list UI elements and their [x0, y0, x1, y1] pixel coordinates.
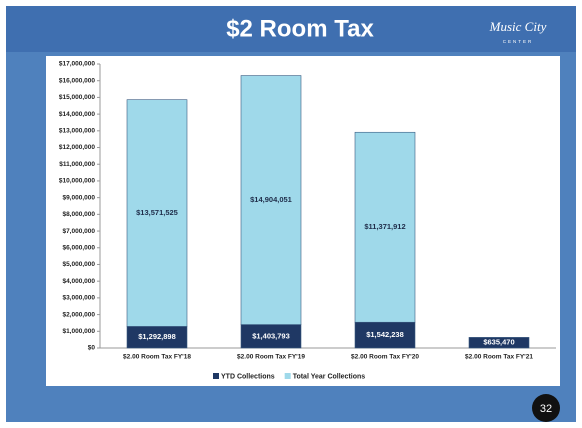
- chart-area: [46, 56, 560, 386]
- page-number: 32: [540, 403, 552, 415]
- y-tick-label: $1,000,000: [62, 328, 95, 335]
- y-tick-label: $5,000,000: [62, 261, 95, 268]
- legend-label: Total Year Collections: [293, 373, 366, 380]
- x-tick-label: $2.00 Room Tax FY'21: [465, 354, 533, 361]
- y-tick-label: $3,000,000: [62, 295, 95, 302]
- bar-segment: [240, 75, 302, 325]
- y-tick-label: $15,000,000: [59, 94, 96, 101]
- x-tick-label: $2.00 Room Tax FY'19: [237, 354, 305, 361]
- plot: $0 $1,000,000 $2,000,000 $3,000,000 $4,000,0…: [59, 61, 556, 380]
- x-tick-label: $2.00 Room Tax FY'20: [351, 354, 419, 361]
- bar-segment: [354, 131, 416, 323]
- y-tick-label: $8,000,000: [62, 211, 95, 218]
- y-tick-label: $16,000,000: [59, 77, 96, 84]
- page-number-badge: [532, 394, 560, 422]
- bar-segment: [126, 99, 188, 327]
- y-tick-label: $7,000,000: [62, 228, 95, 235]
- y-tick-label: $11,000,000: [59, 161, 95, 168]
- y-tick-label: $6,000,000: [62, 244, 95, 251]
- logo-text: Music City: [489, 19, 547, 34]
- data-label: $635,470: [483, 338, 514, 347]
- bar-segment: [354, 321, 416, 349]
- logo-subtext: CENTER: [503, 39, 534, 44]
- data-label: $13,571,525: [136, 208, 178, 217]
- data-label: $1,292,898: [138, 332, 176, 341]
- y-tick-label: $17,000,000: [59, 61, 96, 68]
- data-label: $1,403,793: [252, 331, 290, 340]
- data-label: $14,904,051: [250, 195, 292, 204]
- y-tick-label: $9,000,000: [62, 194, 95, 201]
- bar-segment: [468, 337, 530, 349]
- legend-swatch: [284, 373, 291, 379]
- y-tick-label: $2,000,000: [62, 311, 95, 318]
- x-tick-label: $2.00 Room Tax FY'18: [123, 354, 191, 361]
- y-tick-label: $10,000,000: [59, 178, 96, 185]
- y-tick-label: $0: [88, 345, 96, 352]
- title-bar: [6, 6, 576, 52]
- data-label: $11,371,912: [364, 222, 405, 231]
- y-tick-label: $13,000,000: [59, 128, 96, 135]
- y-tick-label: $14,000,000: [59, 111, 96, 118]
- legend-label: YTD Collections: [221, 373, 275, 380]
- y-tick-label: $12,000,000: [59, 144, 96, 151]
- y-tick-label: $4,000,000: [62, 278, 95, 285]
- legend-swatch: [213, 373, 219, 379]
- data-label: $1,542,238: [366, 330, 404, 339]
- slide-title: $2 Room Tax: [226, 15, 374, 42]
